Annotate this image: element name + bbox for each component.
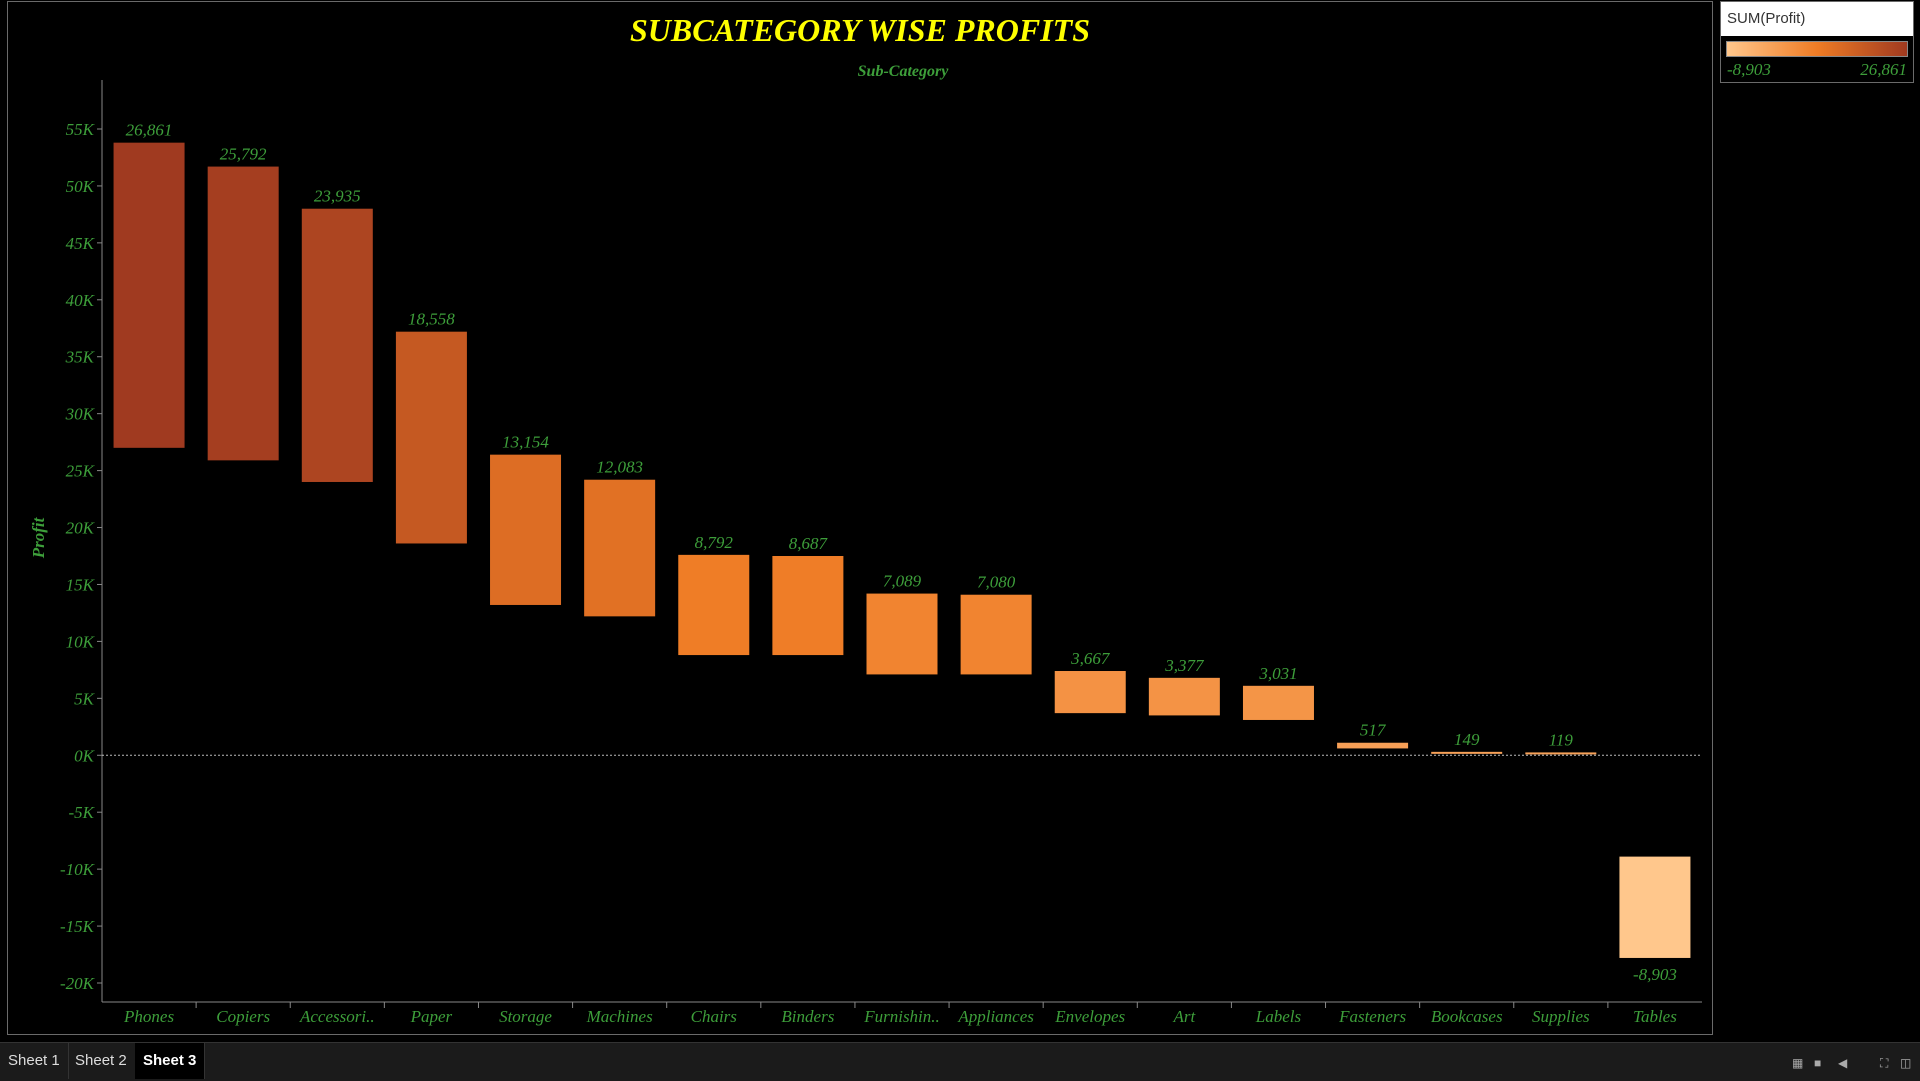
data-label: 23,935 (314, 187, 361, 206)
data-label: 119 (1549, 730, 1574, 749)
scroll-left-icon[interactable]: ◀ (1838, 1056, 1848, 1070)
x-tick-label: Machines (586, 1007, 653, 1026)
data-label: 7,089 (883, 572, 922, 591)
data-label: 3,031 (1258, 664, 1297, 683)
data-label: 8,792 (695, 533, 734, 552)
y-tick-label: -15K (60, 917, 96, 936)
y-tick-label: 15K (66, 575, 96, 594)
y-tick-label: 55K (66, 120, 96, 139)
y-tick-label: 30K (65, 405, 96, 424)
color-legend[interactable]: SUM(Profit) -8,903 26,861 (1720, 1, 1914, 83)
y-tick-label: -5K (69, 803, 96, 822)
fullscreen-icon[interactable]: ⛶ (1880, 1056, 1889, 1070)
bar-envelopes[interactable] (1054, 671, 1126, 714)
x-tick-label: Copiers (216, 1007, 270, 1026)
legend-color-ramp (1726, 41, 1908, 57)
x-axis-ticks: Phones Copiers Accessori.. Paper Storage Mach… (123, 1002, 1677, 1026)
tab-sheet-2[interactable]: Sheet 2 (67, 1043, 136, 1079)
bar-tables[interactable] (1619, 856, 1691, 958)
y-tick-label: -20K (60, 974, 96, 993)
data-label: 7,080 (977, 573, 1016, 592)
data-label: -8,903 (1633, 965, 1677, 984)
y-tick-label: 50K (66, 177, 96, 196)
x-tick-label: Art (1172, 1007, 1196, 1026)
grid-view-icon[interactable]: ▦ (1792, 1056, 1804, 1070)
tab-sheet-3[interactable]: Sheet 3 (135, 1043, 206, 1079)
data-label: 12,083 (596, 458, 643, 477)
bar-binders[interactable] (772, 556, 844, 656)
y-tick-label: 5K (74, 689, 96, 708)
x-tick-label: Tables (1633, 1007, 1677, 1026)
chart-title: SUBCATEGORY WISE PROFITS (630, 12, 1090, 48)
y-tick-label: 25K (66, 462, 96, 481)
bar-supplies[interactable] (1525, 752, 1597, 755)
data-label: 3,377 (1164, 656, 1205, 675)
x-tick-label: Envelopes (1054, 1007, 1125, 1026)
data-label: 26,861 (126, 121, 173, 140)
data-label: 8,687 (789, 534, 829, 553)
data-label: 517 (1360, 721, 1387, 740)
bar-accessori[interactable] (301, 208, 373, 482)
x-tick-label: Phones (123, 1007, 174, 1026)
data-label: 149 (1454, 730, 1480, 749)
tab-sheet-1[interactable]: Sheet 1 (0, 1043, 69, 1079)
legend-max-label: 26,861 (1860, 60, 1907, 79)
bar-storage[interactable] (490, 454, 562, 605)
profit-bar-chart: SUBCATEGORY WISE PROFITS Sub-Category Pr… (29, 12, 1702, 1026)
x-tick-label: Supplies (1532, 1007, 1590, 1026)
bar-art[interactable] (1148, 677, 1220, 716)
bar-fasteners[interactable] (1337, 742, 1409, 749)
y-axis-ticks: 55K 50K 45K 40K 35K 30K 25K 20K 15K 10K 5K 0K -5K -10… (60, 120, 102, 993)
x-tick-label: Labels (1255, 1007, 1302, 1026)
y-tick-label: 20K (66, 519, 96, 538)
bar-copiers[interactable] (207, 166, 279, 461)
single-view-icon[interactable]: ■ (1814, 1056, 1822, 1070)
bar-chairs[interactable] (678, 554, 750, 656)
presentation-icon[interactable]: ◫ (1900, 1056, 1912, 1070)
x-tick-label: Binders (781, 1007, 834, 1026)
y-tick-label: 35K (65, 348, 96, 367)
y-axis-label: Profit (29, 516, 48, 559)
x-tick-label: Chairs (691, 1007, 738, 1026)
bar-paper[interactable] (395, 331, 467, 544)
data-label: 18,558 (408, 310, 455, 329)
x-tick-label: Appliances (957, 1007, 1034, 1026)
x-axis-header: Sub-Category (858, 63, 950, 80)
x-tick-label: Paper (410, 1007, 453, 1026)
y-tick-label: 45K (66, 234, 96, 253)
bar-bookcases[interactable] (1431, 751, 1503, 754)
y-tick-label: 40K (66, 291, 96, 310)
x-tick-label: Furnishin.. (863, 1007, 940, 1026)
data-labels: 26,861 25,792 23,935 18,558 13,154 12,083 8,79… (126, 121, 1677, 984)
bar-furnishin[interactable] (866, 593, 938, 675)
bar-phones[interactable] (113, 142, 185, 448)
sheet-tab-bar: Sheet 1 Sheet 2 Sheet 3 (0, 1042, 1920, 1081)
legend-title: SUM(Profit) (1721, 2, 1913, 36)
y-tick-label: 10K (66, 632, 96, 651)
x-tick-label: Accessori.. (299, 1007, 375, 1026)
data-label: 3,667 (1070, 649, 1111, 668)
bar-machines[interactable] (584, 479, 656, 617)
y-tick-label: 0K (74, 746, 96, 765)
bar-appliances[interactable] (960, 594, 1032, 675)
data-label: 13,154 (502, 433, 549, 452)
x-tick-label: Fasteners (1338, 1007, 1406, 1026)
chart-panel: SUBCATEGORY WISE PROFITS Sub-Category Pr… (7, 1, 1713, 1035)
bar-labels[interactable] (1242, 685, 1314, 720)
legend-min-label: -8,903 (1727, 60, 1771, 79)
x-tick-label: Storage (499, 1007, 552, 1026)
y-tick-label: -10K (60, 860, 96, 879)
data-label: 25,792 (220, 145, 267, 164)
x-tick-label: Bookcases (1431, 1007, 1503, 1026)
bars (113, 142, 1691, 958)
